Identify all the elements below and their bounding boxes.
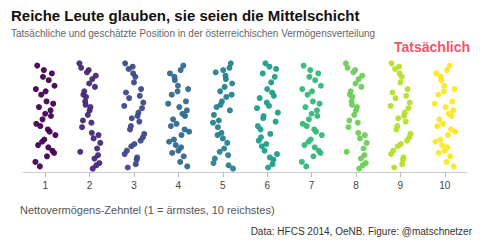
svg-text:5: 5: [220, 180, 226, 191]
svg-text:4: 4: [176, 180, 182, 191]
svg-text:Data: HFCS 2014, OeNB. Figure:: Data: HFCS 2014, OeNB. Figure: @matschne…: [251, 226, 473, 237]
svg-text:Tatsächliche und geschätzte Po: Tatsächliche und geschätzte Position in …: [11, 28, 375, 39]
svg-text:7: 7: [309, 180, 315, 191]
svg-text:Tatsächlich: Tatsächlich: [394, 39, 470, 55]
svg-text:10: 10: [439, 180, 451, 191]
svg-text:Reiche Leute glauben, sie seie: Reiche Leute glauben, sie seien die Mitt…: [11, 7, 359, 24]
svg-text:Nettovermögens-Zehntel (1 = är: Nettovermögens-Zehntel (1 = ärmstes, 10 …: [20, 204, 275, 216]
svg-text:9: 9: [398, 180, 404, 191]
svg-text:8: 8: [353, 180, 359, 191]
svg-text:1: 1: [42, 180, 48, 191]
svg-text:2: 2: [87, 180, 93, 191]
svg-text:6: 6: [264, 180, 270, 191]
svg-text:3: 3: [131, 180, 137, 191]
